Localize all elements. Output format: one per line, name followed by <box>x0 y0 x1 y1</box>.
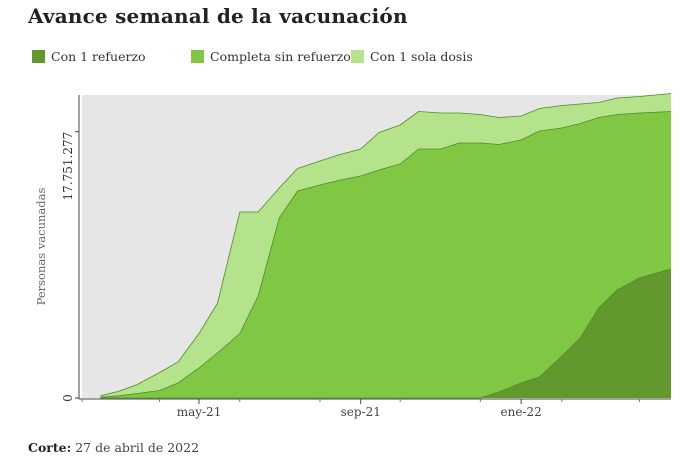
area-series-con-1-sola-dosis <box>100 93 671 398</box>
area-series-completa-sin-refuerzo <box>100 111 671 398</box>
y-axis-label: Personas vacunadas <box>34 188 48 306</box>
x-tick-label-may-21: may-21 <box>177 405 222 419</box>
legend-label: Completa sin refuerzo <box>210 49 351 64</box>
y-tick-label: 0 <box>61 394 75 402</box>
legend-swatch-con-1-refuerzo <box>32 50 45 63</box>
legend-item-con-1-sola-dosis[interactable]: Con 1 sola dosis <box>351 49 473 64</box>
series-line-completa-sin-refuerzo <box>100 111 672 398</box>
series-line-con-1-refuerzo <box>100 268 672 399</box>
legend-label: Con 1 refuerzo <box>51 49 146 64</box>
y-tick-label: 17.751.277 <box>61 132 75 201</box>
series-line-con-1-sola-dosis <box>100 93 672 397</box>
footer-date: 27 de abril de 2022 <box>75 440 200 455</box>
legend-item-completa-sin-refuerzo[interactable]: Completa sin refuerzo <box>191 49 351 64</box>
x-tick-label-sep-21: sep-21 <box>341 405 381 419</box>
area-series-con-1-refuerzo <box>100 269 671 398</box>
footer-note: Corte: 27 de abril de 2022 <box>28 440 199 455</box>
legend: Con 1 refuerzo Completa sin refuerzo Con… <box>32 49 672 69</box>
chart-title: Avance semanal de la vacunación <box>28 4 408 28</box>
legend-swatch-con-1-sola-dosis <box>351 50 364 63</box>
legend-swatch-completa-sin-refuerzo <box>191 50 204 63</box>
footer-label: Corte: <box>28 440 72 455</box>
legend-item-con-1-refuerzo[interactable]: Con 1 refuerzo <box>32 49 146 64</box>
legend-label: Con 1 sola dosis <box>370 49 473 64</box>
x-tick-label-ene-22: ene-22 <box>500 405 541 419</box>
